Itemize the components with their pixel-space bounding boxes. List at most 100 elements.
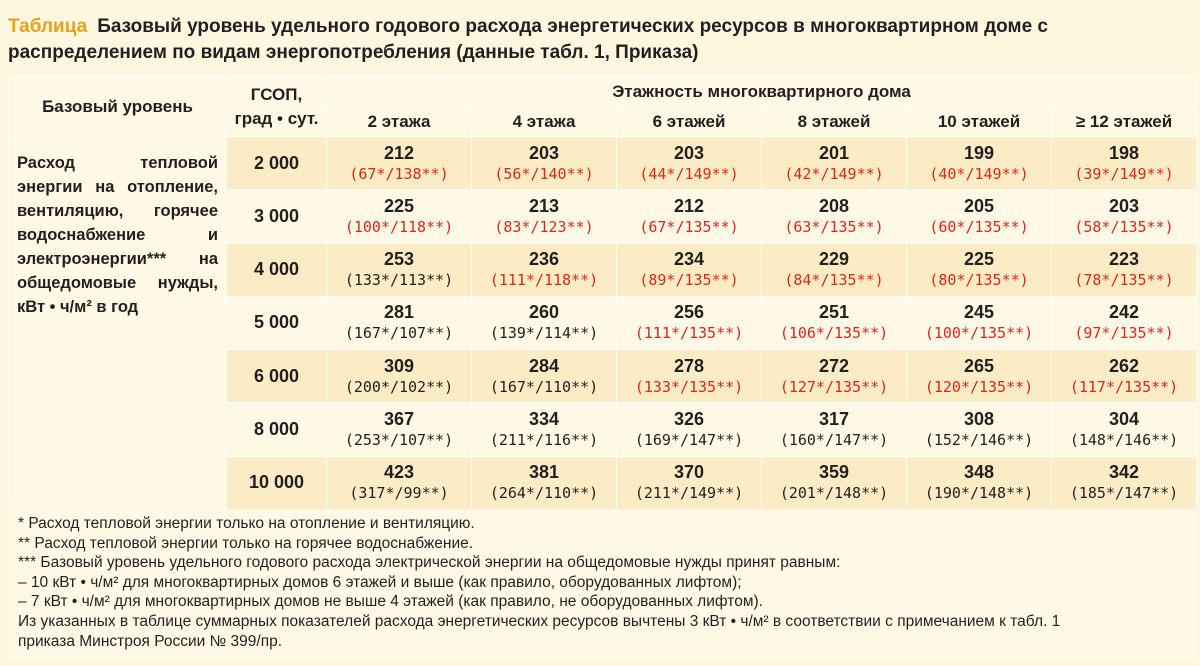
breakdown-value: (111*/118**)	[489, 271, 599, 290]
total-value: 203	[1109, 195, 1140, 216]
breakdown-value: (117*/135**)	[1069, 377, 1179, 396]
value-cell: 370 (211*/149**)	[616, 455, 762, 510]
total-value: 225	[963, 249, 995, 270]
total-value: 199	[963, 142, 995, 163]
total-value: 212	[673, 195, 705, 216]
total-value: 381	[528, 462, 560, 483]
header-floor-4: 10 этажей	[906, 106, 1052, 137]
value-cell: 359 (201*/148**)	[761, 455, 907, 510]
total-value: 205	[963, 195, 995, 216]
value-cell: 203 (58*/135**)	[1050, 189, 1198, 244]
breakdown-value: (67*/135**)	[639, 217, 739, 236]
table-row: 3 000 225 (100*/118**) 213 (83*/123**) 212 (67…	[9, 189, 1198, 244]
breakdown-value: (44*/149**)	[639, 164, 739, 183]
gsop-cell: 8 000	[226, 402, 327, 457]
table-row: Расход тепловой энергии на отопление, ве…	[8, 135, 1198, 510]
value-cell: 208 (63*/135**)	[761, 189, 907, 244]
breakdown-value: (84*/135**)	[784, 271, 884, 290]
value-cell: 278 (133*/135**)	[616, 349, 762, 404]
value-cell: 242 (97*/135**)	[1050, 295, 1198, 351]
breakdown-value: (39*/149**)	[1074, 164, 1174, 183]
value-cell: 212 (67*/138**)	[326, 135, 472, 191]
breakdown-value: (127*/135**)	[779, 377, 889, 396]
value-cell: 348 (190*/148**)	[906, 455, 1052, 510]
breakdown-value: (100*/118**)	[344, 217, 454, 236]
total-value: 203	[673, 142, 705, 163]
value-cell: 304 (148*/146**)	[1050, 402, 1198, 457]
value-cell: 260 (139*/114**)	[471, 295, 617, 351]
breakdown-value: (317*/99**)	[349, 484, 449, 503]
value-cell: 229 (84*/135**)	[761, 242, 907, 297]
total-value: 253	[383, 249, 415, 270]
total-value: 260	[528, 302, 560, 323]
value-cell: 284 (167*/110**)	[471, 349, 617, 404]
breakdown-value: (211*/116**)	[489, 431, 599, 450]
total-value: 262	[1109, 355, 1140, 376]
header-floor-0: 2 этажа	[326, 106, 472, 137]
total-value: 234	[673, 249, 705, 270]
footnote-line: – 7 кВт • ч/м² для многоквартирных домов…	[18, 593, 763, 611]
value-cell: 234 (89*/135**)	[616, 242, 762, 297]
table-row: 4 000 253 (133*/113**) 236 (111*/118**) 234 (8…	[9, 242, 1198, 297]
value-cell: 223 (78*/135**)	[1050, 242, 1198, 297]
value-cell: 225 (80*/135**)	[906, 242, 1052, 297]
gsop-cell: 10 000	[226, 455, 327, 510]
breakdown-value: (169*/147**)	[634, 431, 744, 450]
total-value: 278	[673, 355, 705, 376]
table-row: 10 000 423 (317*/99**) 381 (264*/110**) 370 (2…	[9, 455, 1198, 510]
header-gsop: ГСОП, град • сут.	[226, 76, 327, 137]
gsop-cell: 4 000	[226, 242, 327, 297]
breakdown-value: (167*/107**)	[344, 324, 454, 343]
gsop-cell: 6 000	[226, 349, 327, 404]
breakdown-value: (133*/135**)	[634, 377, 744, 396]
table-row: 5 000 281 (167*/107**) 260 (139*/114**) 256 (1…	[9, 295, 1198, 351]
value-cell: 251 (106*/135**)	[761, 295, 907, 351]
value-cell: 201 (42*/149**)	[761, 135, 907, 191]
breakdown-value: (63*/135**)	[784, 217, 884, 236]
value-cell: 203 (44*/149**)	[616, 135, 762, 191]
gsop-cell: 2 000	[226, 135, 327, 191]
energy-table: Базовый уровень ГСОП, град • сут. Этажно…	[8, 76, 1198, 510]
header-floor-5: ≥ 12 этажей	[1050, 106, 1198, 137]
value-cell: 253 (133*/113**)	[326, 242, 472, 297]
total-value: 208	[818, 195, 850, 216]
breakdown-value: (253*/107**)	[344, 431, 454, 450]
caption-tag: Таблица	[8, 16, 88, 37]
total-value: 272	[818, 355, 850, 376]
value-cell: 281 (167*/107**)	[326, 295, 472, 351]
value-cell: 334 (211*/116**)	[471, 402, 617, 457]
breakdown-value: (120*/135**)	[924, 377, 1034, 396]
header-floor-2: 6 этажей	[616, 106, 762, 137]
breakdown-value: (106*/135**)	[779, 324, 889, 343]
total-value: 212	[383, 142, 415, 163]
breakdown-value: (190*/148**)	[924, 484, 1034, 503]
breakdown-value: (160*/147**)	[779, 431, 889, 450]
value-cell: 265 (120*/135**)	[906, 349, 1052, 404]
footnotes: * Расход тепловой энергии только на отоп…	[8, 509, 1196, 659]
total-value: 236	[528, 249, 560, 270]
total-value: 251	[818, 302, 850, 323]
total-value: 198	[1109, 142, 1140, 163]
value-cell: 381 (264*/110**)	[471, 455, 617, 510]
total-value: 367	[383, 409, 415, 430]
value-cell: 423 (317*/99**)	[326, 455, 472, 510]
total-value: 348	[963, 462, 995, 483]
total-value: 423	[383, 462, 415, 483]
value-cell: 308 (152*/146**)	[906, 402, 1052, 457]
total-value: 326	[673, 409, 705, 430]
value-cell: 198 (39*/149**)	[1050, 135, 1198, 191]
value-cell: 367 (253*/107**)	[326, 402, 472, 457]
breakdown-value: (148*/146**)	[1069, 431, 1179, 450]
breakdown-value: (201*/148**)	[779, 484, 889, 503]
value-cell: 342 (185*/147**)	[1050, 455, 1198, 510]
footnote-line: ** Расход тепловой энергии только на гор…	[18, 534, 474, 552]
value-cell: 256 (111*/135**)	[616, 295, 762, 351]
value-cell: 212 (67*/135**)	[616, 189, 762, 244]
gsop-cell: 5 000	[226, 295, 327, 351]
total-value: 256	[673, 302, 705, 323]
breakdown-value: (42*/149**)	[784, 164, 884, 183]
total-value: 229	[818, 249, 850, 270]
breakdown-value: (100*/135**)	[924, 324, 1034, 343]
breakdown-value: (211*/149**)	[634, 484, 744, 503]
value-cell: 309 (200*/102**)	[326, 349, 472, 404]
